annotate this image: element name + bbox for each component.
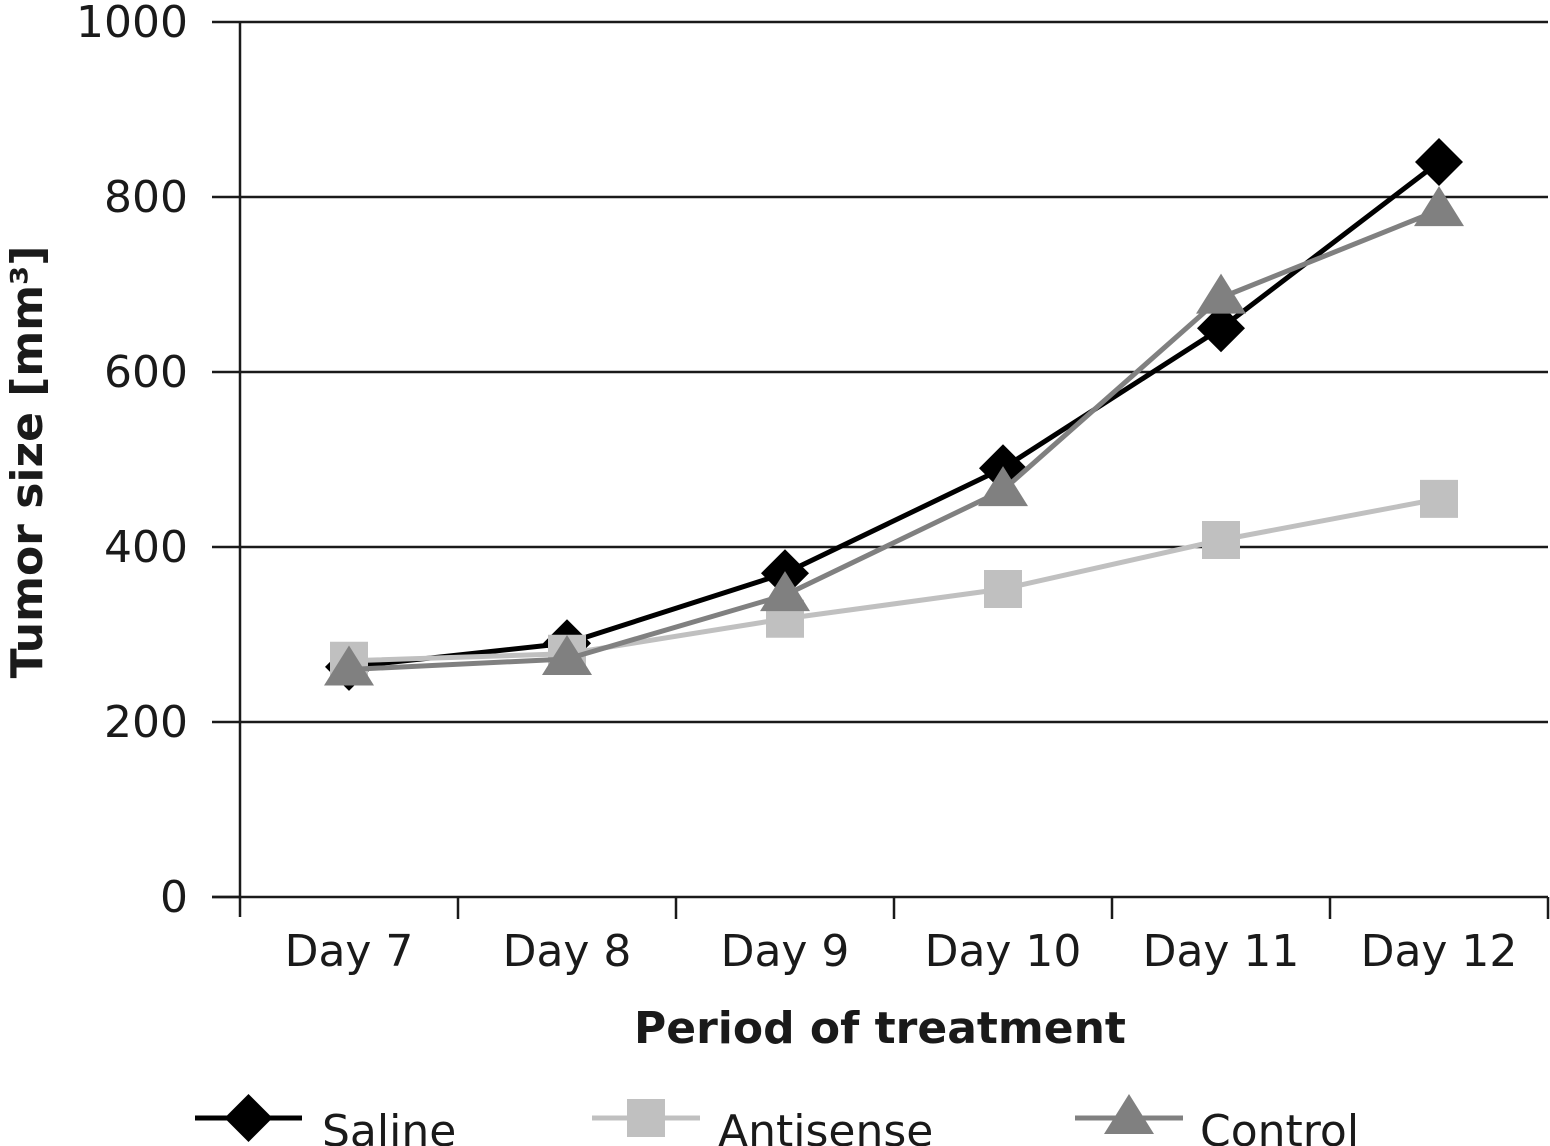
point-antisense-6 (1420, 479, 1458, 518)
legend-swatch-marker-control (1104, 1094, 1154, 1134)
axes (212, 20, 1550, 919)
point-control-4 (978, 466, 1028, 507)
x-tick-label-1: Day 7 (285, 926, 414, 977)
y-tick-label-400: 400 (104, 522, 188, 573)
point-control-6 (1414, 186, 1464, 227)
x-tick-label-2: Day 8 (503, 926, 632, 977)
legend-label-saline: Saline (322, 1106, 456, 1146)
point-control-3 (760, 571, 810, 612)
x-tick-label-6: Day 12 (1361, 926, 1518, 977)
y-tick-label-200: 200 (104, 697, 188, 748)
series-saline (325, 138, 1463, 691)
legend-swatch-marker-antisense (627, 1099, 665, 1137)
point-control-2 (542, 635, 592, 675)
legend-item-antisense: Antisense (592, 1099, 933, 1146)
y-tick-label-1000: 1000 (76, 0, 188, 48)
gridlines (240, 20, 1548, 724)
series-control (324, 186, 1464, 686)
y-axis-title: Tumor size [mm³] (2, 246, 53, 679)
point-antisense-4 (984, 570, 1022, 608)
legend: Saline Antisense Control (195, 1094, 1359, 1146)
point-antisense-5 (1202, 521, 1240, 559)
x-tick-labels: Day 7 Day 8 Day 9 Day 10 Day 11 Day 12 (285, 926, 1518, 977)
point-control-5 (1196, 273, 1246, 314)
x-tick-label-4: Day 10 (925, 926, 1082, 977)
legend-swatch-marker-saline (224, 1094, 273, 1142)
y-tick-label-0: 0 (160, 872, 188, 923)
y-tick-labels: 0 200 400 600 800 1000 (76, 0, 188, 923)
series-line-antisense (348, 496, 1440, 664)
series-line-saline (348, 160, 1441, 670)
y-tick-label-600: 600 (104, 347, 188, 398)
x-tick-label-5: Day 11 (1143, 926, 1300, 977)
x-tick-label-3: Day 9 (721, 926, 850, 977)
point-saline-5 (1197, 304, 1245, 353)
series-line-control (348, 207, 1440, 672)
point-control-1 (324, 645, 374, 686)
x-axis-title: Period of treatment (634, 1003, 1126, 1054)
point-saline-6 (1415, 138, 1463, 186)
legend-item-saline: Saline (195, 1094, 456, 1146)
series-lines (324, 138, 1464, 691)
legend-label-antisense: Antisense (718, 1106, 933, 1146)
legend-item-control: Control (1075, 1094, 1359, 1146)
y-tick-label-800: 800 (104, 172, 188, 223)
legend-label-control: Control (1200, 1106, 1359, 1146)
